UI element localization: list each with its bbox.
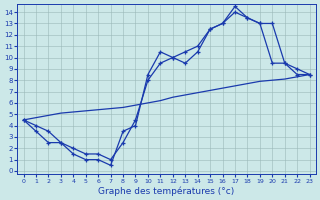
X-axis label: Graphe des températures (°c): Graphe des températures (°c) bbox=[99, 186, 235, 196]
